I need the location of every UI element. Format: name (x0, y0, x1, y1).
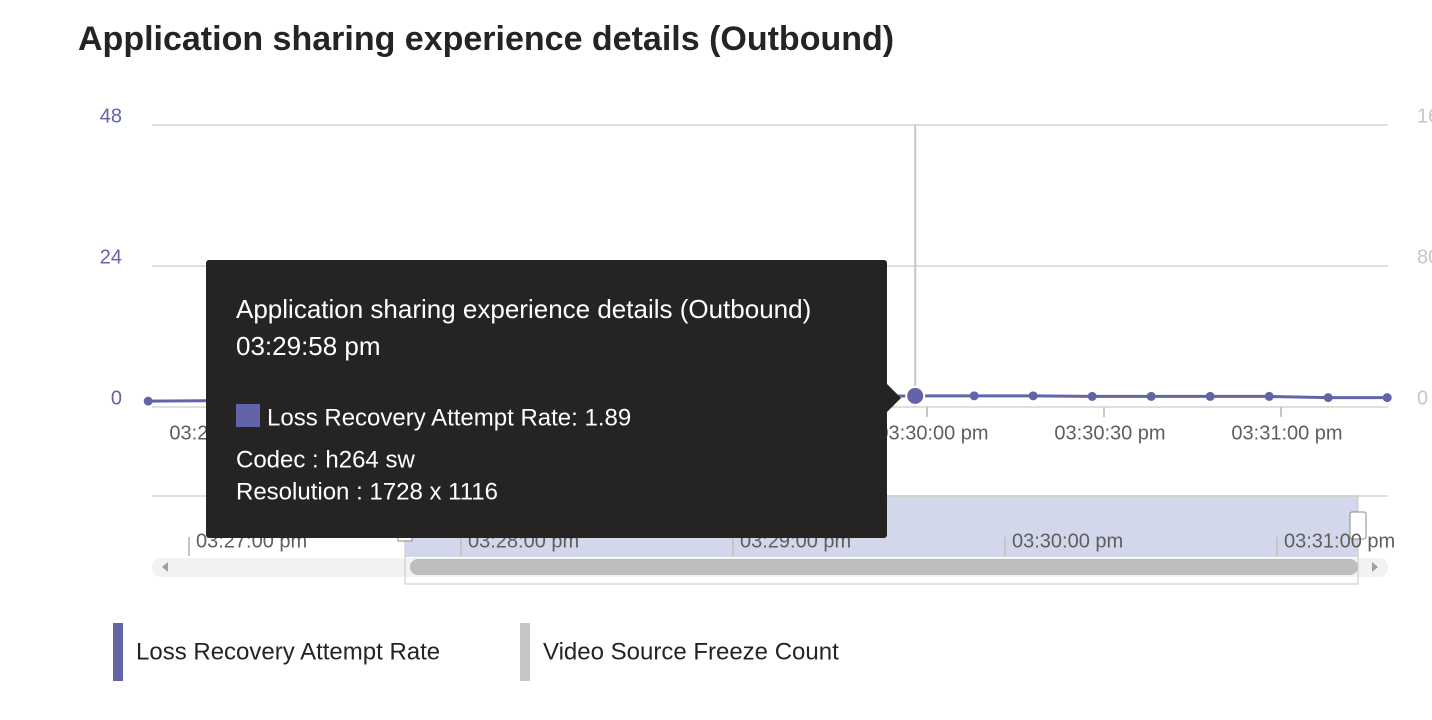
y-tick-label: 24 (100, 246, 122, 268)
x-tick-label: 03:30:00 pm (877, 422, 988, 444)
legend-label: Video Source Freeze Count (543, 638, 839, 665)
tooltip-arrow (887, 384, 901, 412)
scroll-left[interactable] (162, 562, 168, 572)
tooltip-title: Application sharing experience details (… (236, 294, 811, 324)
navigator-tick-label: 03:31:00 pm (1284, 530, 1395, 552)
y-tick-label: 48 (100, 105, 122, 127)
scrollbar-thumb[interactable] (410, 559, 1358, 575)
x-tick-label: 03:30:30 pm (1054, 422, 1165, 444)
tooltip-time: 03:29:58 pm (236, 331, 381, 361)
chart-title: Application sharing experience details (… (78, 20, 894, 58)
data-point (1028, 391, 1038, 401)
data-point (1205, 391, 1215, 401)
tooltip-detail: Codec : h264 sw (236, 446, 415, 473)
tooltip-swatch (236, 404, 260, 427)
data-point (1323, 393, 1333, 403)
series-line (148, 394, 1388, 403)
y2-tick-label: 160 (1417, 105, 1432, 127)
tooltip-box (206, 260, 887, 538)
y2-tick-label: 0 (1417, 387, 1428, 409)
legend-swatch (113, 623, 123, 681)
data-point (969, 391, 979, 401)
data-point (143, 396, 153, 406)
navigator-handle[interactable] (1349, 511, 1367, 540)
data-point (1382, 393, 1392, 403)
legend: Loss Recovery Attempt Rate Video Source F… (113, 623, 839, 681)
y2-tick-label: 80 (1417, 246, 1432, 268)
data-point (905, 385, 926, 406)
y-tick-label: 0 (111, 387, 122, 409)
navigator-tick-label: 03:30:00 pm (1012, 530, 1123, 552)
data-point (1087, 391, 1097, 401)
legend-swatch (520, 623, 530, 681)
data-point (1146, 391, 1156, 401)
x-tick-label: 03:31:00 pm (1231, 422, 1342, 444)
tooltip-series: Loss Recovery Attempt Rate: 1.89 (267, 404, 631, 431)
tooltip-detail: Resolution : 1728 x 1116 (236, 478, 498, 505)
tooltip: Application sharing experience details (… (206, 260, 901, 538)
data-point (1264, 391, 1274, 401)
scroll-right[interactable] (1372, 562, 1378, 572)
legend-label: Loss Recovery Attempt Rate (136, 638, 440, 665)
